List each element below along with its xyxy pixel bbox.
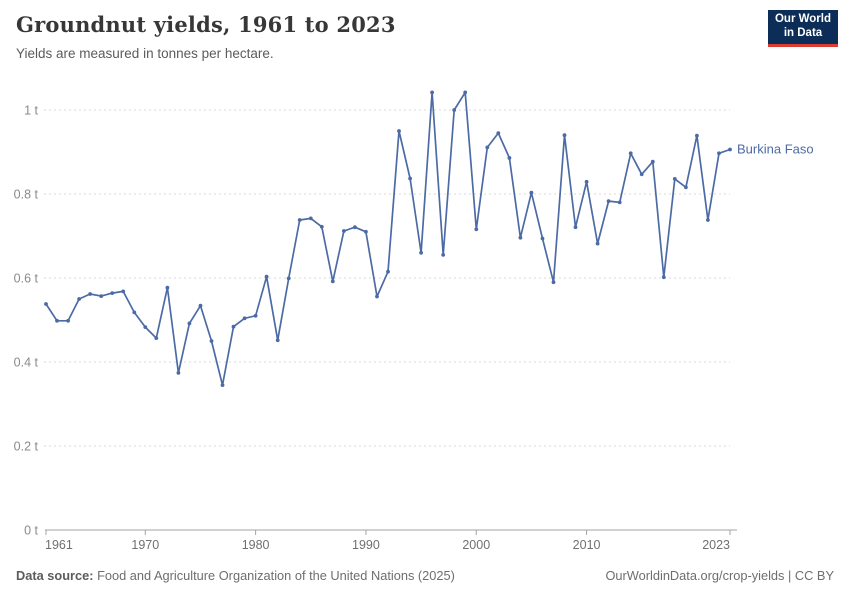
data-source: Data source: Food and Agriculture Organi… [16, 568, 455, 583]
data-point [507, 156, 512, 160]
page-subtitle: Yields are measured in tonnes per hectar… [16, 46, 274, 61]
y-axis-labels: 0 t 0.2 t 0.4 t 0.6 t 0.8 t 1 t [14, 104, 39, 538]
data-point [562, 133, 567, 138]
data-point [220, 383, 225, 387]
owid-logo: Our World in Data [768, 10, 838, 47]
data-point [474, 227, 479, 232]
data-point [308, 216, 313, 221]
x-tick-label: 2010 [573, 538, 601, 552]
data-point [397, 129, 401, 133]
data-point [165, 285, 170, 290]
data-point [463, 90, 468, 95]
x-tick-label: 1980 [242, 538, 270, 552]
data-point [441, 253, 446, 257]
page-title: Groundnut yields, 1961 to 2023 [16, 12, 396, 37]
data-point [286, 276, 291, 281]
data-point [66, 318, 70, 323]
data-source-label: Data source: [16, 568, 94, 583]
data-point [176, 371, 181, 375]
data-source-text: Food and Agriculture Organization of the… [93, 568, 455, 583]
data-point [110, 291, 115, 295]
data-point [353, 225, 357, 230]
data-point [253, 313, 258, 318]
data-point [297, 218, 302, 222]
series-burkina-faso: Burkina Faso [44, 90, 814, 387]
data-point [242, 316, 247, 321]
data-point [617, 200, 622, 205]
data-point [430, 90, 434, 95]
data-point [198, 303, 203, 308]
data-point [231, 324, 236, 329]
data-point [275, 338, 280, 343]
chart-footer: Data source: Food and Agriculture Organi… [0, 568, 850, 583]
data-point [209, 339, 214, 343]
data-point [717, 151, 721, 156]
x-tick-label: 2000 [462, 538, 490, 552]
data-point [264, 274, 269, 279]
y-tick-label: 0.4 t [14, 356, 39, 370]
data-point [628, 151, 633, 156]
y-tick-label: 0.6 t [14, 272, 39, 286]
gridlines [44, 109, 730, 447]
data-point [386, 269, 390, 274]
y-tick-label: 0.8 t [14, 188, 39, 202]
data-point [672, 177, 677, 181]
y-tick-label: 1 t [24, 104, 38, 118]
data-point [661, 275, 666, 280]
chart-header: Groundnut yields, 1961 to 2023 Yields ar… [16, 12, 756, 61]
data-point [88, 292, 92, 296]
data-point [540, 236, 545, 241]
data-point [121, 289, 126, 294]
data-point [650, 159, 655, 164]
x-tick-label: 2023 [702, 538, 730, 552]
data-point [319, 224, 324, 229]
x-tick-label: 1970 [131, 538, 159, 552]
data-point [518, 235, 523, 240]
x-axis: 1961 1970 1980 1990 2000 2010 2023 [45, 529, 737, 552]
data-point [330, 279, 335, 284]
data-point [408, 176, 412, 181]
data-point [55, 318, 59, 323]
data-point [639, 172, 644, 177]
data-point [728, 147, 732, 152]
data-point [77, 297, 81, 301]
data-point [695, 133, 699, 138]
data-point [529, 190, 534, 195]
data-point [143, 325, 148, 329]
credit-line: OurWorldinData.org/crop-yields | CC BY [605, 568, 834, 583]
series-line [45, 91, 731, 386]
data-point [573, 225, 578, 230]
data-point [132, 310, 137, 315]
data-point [496, 131, 501, 135]
series-end-label: Burkina Faso [737, 141, 814, 156]
data-point [706, 218, 710, 222]
data-point [44, 302, 48, 306]
data-point [684, 185, 688, 190]
data-point [187, 321, 192, 326]
owid-logo-line2: in Data [783, 27, 823, 39]
y-tick-label: 0.2 t [14, 440, 39, 454]
data-point [452, 108, 457, 112]
data-point [419, 250, 423, 255]
x-tick-label: 1961 [45, 538, 73, 552]
data-point [551, 280, 556, 285]
data-point [375, 294, 379, 299]
data-point [485, 145, 490, 150]
y-tick-label: 0 t [24, 524, 38, 538]
data-point [606, 199, 611, 203]
x-tick-label: 1990 [352, 538, 380, 552]
data-point [595, 241, 600, 246]
data-point [342, 229, 346, 233]
data-point [154, 336, 159, 340]
owid-logo-line1: Our World [774, 13, 831, 26]
data-point [584, 179, 589, 184]
data-point [99, 294, 104, 298]
data-point [364, 229, 368, 234]
